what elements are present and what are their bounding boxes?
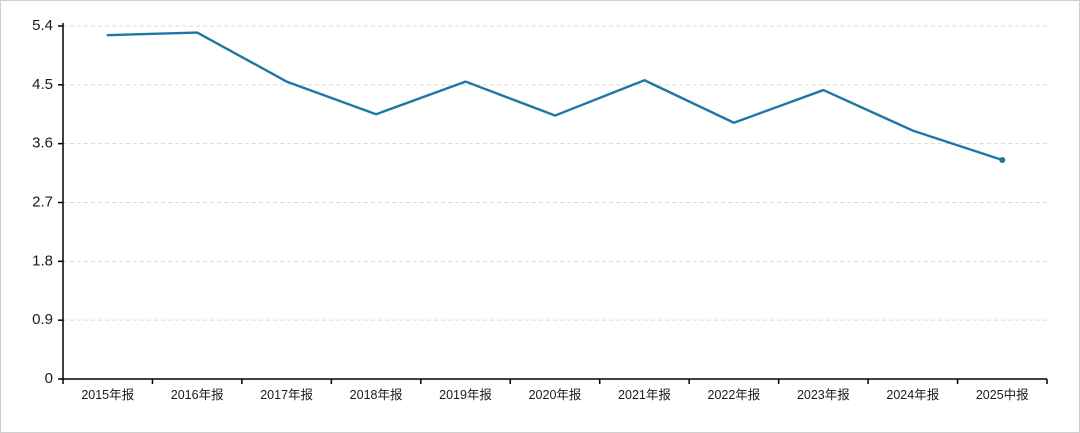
x-axis-label: 2018年报 <box>350 387 403 402</box>
x-axis-label: 2016年报 <box>171 387 224 402</box>
data-line <box>106 31 1004 162</box>
x-axis-label: 2017年报 <box>260 387 313 402</box>
y-axis-label: 0 <box>45 370 53 387</box>
y-axis-label: 3.6 <box>32 135 53 152</box>
x-axis-label: 2022年报 <box>708 387 761 402</box>
y-axis-label: 1.8 <box>32 252 53 269</box>
y-axis-label: 4.5 <box>32 76 53 93</box>
data-line-endpoint <box>999 157 1006 164</box>
y-axis-label: 2.7 <box>32 193 53 210</box>
x-axis-label: 2024年报 <box>886 387 939 402</box>
y-axis-label: 5.4 <box>32 17 53 34</box>
x-axis-label: 2023年报 <box>797 387 850 402</box>
x-axis-label: 2025中报 <box>976 387 1029 402</box>
x-axis-label: 2021年报 <box>618 387 671 402</box>
x-axis-label: 2019年报 <box>439 387 492 402</box>
x-axis-label: 2020年报 <box>529 387 582 402</box>
y-axis-label: 0.9 <box>32 311 53 328</box>
x-axis-label: 2015年报 <box>81 387 134 402</box>
